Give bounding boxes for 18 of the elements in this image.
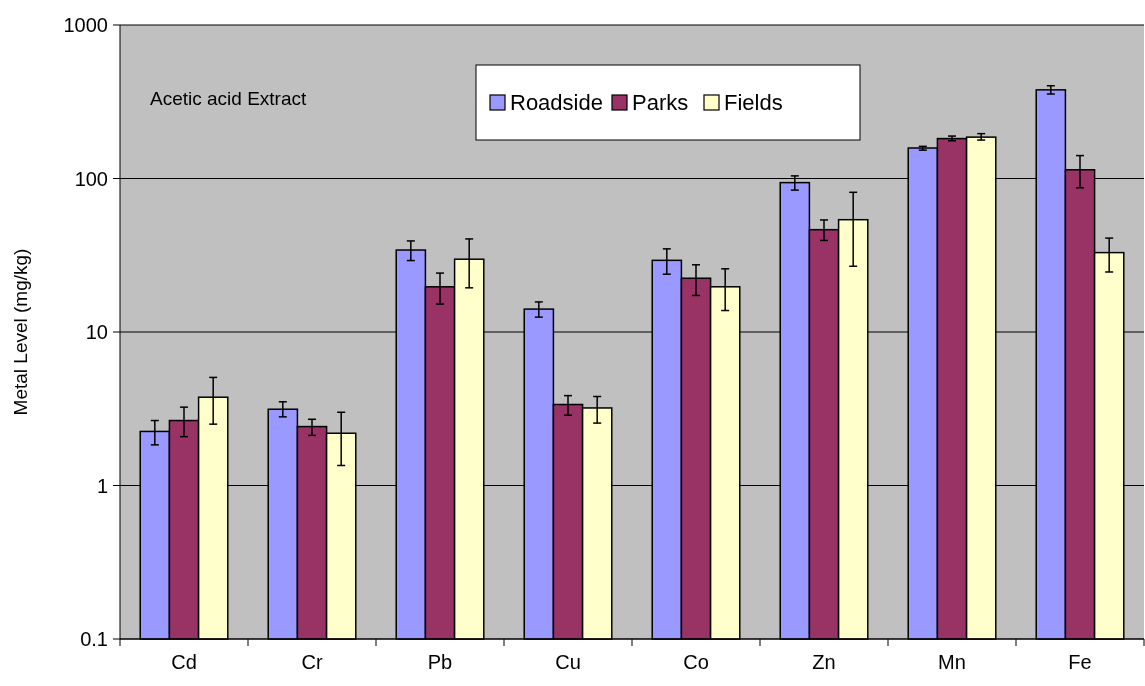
y-tick-label: 100	[74, 167, 108, 190]
legend-label: Fields	[724, 90, 783, 115]
x-tick-label: Cr	[301, 651, 323, 673]
y-axis-title: Metal Level (mg/kg)	[10, 248, 31, 416]
annotation: Acetic acid Extract	[150, 88, 307, 109]
x-tick-label: Pb	[427, 651, 453, 673]
x-tick-label: Mn	[938, 651, 966, 673]
y-tick-label: 10	[85, 321, 108, 343]
x-tick-label: Cu	[555, 651, 581, 673]
x-tick-label: Co	[683, 651, 709, 673]
x-tick-label: Cd	[171, 651, 197, 673]
legend-label: Roadside	[510, 90, 603, 115]
y-tick-label: 1000	[63, 14, 108, 36]
x-tick-label: Fe	[1068, 651, 1092, 673]
legend-label: Parks	[632, 90, 689, 115]
y-tick-label: 1	[96, 474, 108, 497]
x-tick-label: Zn	[812, 651, 836, 673]
y-tick-label: 0.1	[80, 628, 108, 650]
